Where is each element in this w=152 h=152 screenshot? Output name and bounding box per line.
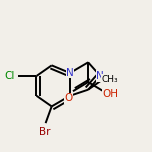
Text: OH: OH bbox=[102, 89, 118, 99]
Text: Br: Br bbox=[39, 127, 51, 137]
Text: N: N bbox=[66, 68, 74, 78]
Text: N: N bbox=[97, 71, 104, 81]
Text: Cl: Cl bbox=[5, 71, 15, 81]
Text: O: O bbox=[64, 93, 73, 103]
Text: CH₃: CH₃ bbox=[102, 74, 119, 84]
